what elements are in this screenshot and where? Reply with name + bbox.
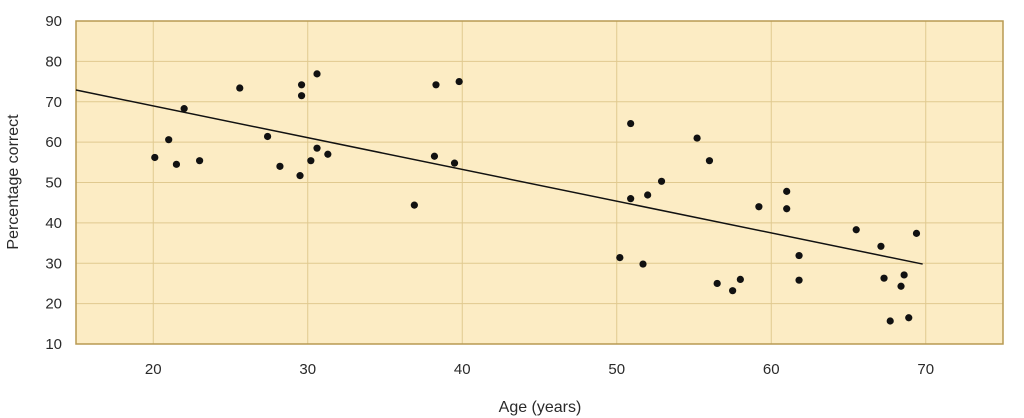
data-point xyxy=(165,136,173,144)
y-tick-label: 50 xyxy=(45,175,62,192)
data-point xyxy=(455,77,463,86)
data-point xyxy=(307,157,315,165)
data-point xyxy=(755,203,763,211)
data-point xyxy=(616,253,624,262)
data-point xyxy=(877,242,885,250)
data-point xyxy=(657,177,666,185)
data-point xyxy=(297,81,306,89)
data-point xyxy=(172,160,181,168)
data-point xyxy=(905,314,913,322)
data-point xyxy=(296,172,304,180)
y-tick-label: 80 xyxy=(45,53,62,70)
data-point xyxy=(897,282,905,290)
data-point xyxy=(795,276,803,284)
data-point xyxy=(324,150,332,158)
x-tick-label: 40 xyxy=(454,361,471,378)
data-point xyxy=(783,187,791,195)
x-tick-label: 50 xyxy=(608,361,625,378)
plot-frame xyxy=(75,20,1004,345)
data-point xyxy=(263,132,272,141)
data-point xyxy=(900,271,908,279)
trend-line xyxy=(75,89,923,265)
data-point xyxy=(627,119,635,128)
data-point xyxy=(852,226,860,234)
data-point xyxy=(736,275,744,283)
data-point xyxy=(297,92,306,100)
data-point xyxy=(432,81,440,89)
grid-lines xyxy=(76,21,1003,344)
data-point xyxy=(627,195,635,203)
data-point xyxy=(795,251,803,260)
x-tick-label: 70 xyxy=(917,361,934,378)
data-point xyxy=(880,274,888,282)
data-point xyxy=(713,279,721,288)
y-tick-label: 20 xyxy=(45,296,62,313)
data-point xyxy=(430,152,439,160)
data-point xyxy=(410,201,418,209)
y-tick-label: 40 xyxy=(45,215,62,232)
data-point xyxy=(693,134,701,142)
x-tick-label: 60 xyxy=(763,361,780,378)
data-point xyxy=(644,191,652,199)
data-point xyxy=(236,84,244,92)
y-tick-label: 70 xyxy=(45,94,62,111)
data-point xyxy=(886,317,894,325)
data-point xyxy=(783,205,791,213)
data-point xyxy=(912,229,921,237)
y-tick-label: 60 xyxy=(45,134,62,151)
data-point xyxy=(705,157,714,165)
x-axis-title: Age (years) xyxy=(499,399,582,416)
data-point xyxy=(450,159,459,167)
data-point xyxy=(729,287,737,295)
data-point xyxy=(639,260,647,268)
data-point xyxy=(196,157,204,165)
data-point xyxy=(276,162,284,170)
x-tick-label: 30 xyxy=(299,361,316,378)
data-point xyxy=(180,105,188,113)
x-tick-label: 20 xyxy=(145,361,162,378)
y-tick-label: 90 xyxy=(45,13,62,30)
y-axis-title: Percentage correct xyxy=(5,114,22,250)
data-point xyxy=(313,144,321,152)
data-points xyxy=(151,70,921,325)
data-point xyxy=(313,70,321,78)
data-point xyxy=(151,153,159,162)
y-tick-label: 30 xyxy=(45,255,62,272)
y-tick-label: 10 xyxy=(45,336,62,353)
x-axis-ticks: 20 30 40 50 60 70 xyxy=(145,361,934,378)
y-axis-ticks: 10 20 30 40 50 60 70 80 90 xyxy=(45,13,62,353)
